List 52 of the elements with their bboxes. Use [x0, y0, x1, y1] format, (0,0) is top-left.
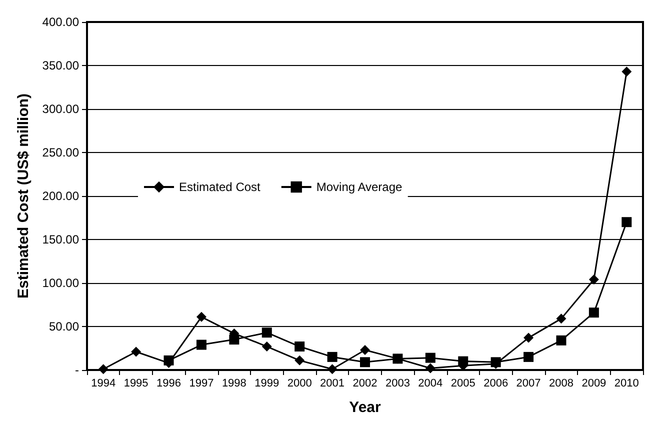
x-tick-label: 2001 — [320, 378, 345, 390]
legend-label: Moving Average — [316, 180, 403, 194]
y-axis-title: Estimated Cost (US$ million) — [15, 93, 32, 299]
y-tick-label: 400.00 — [42, 15, 80, 29]
point — [622, 217, 632, 228]
point — [262, 342, 272, 352]
x-tick-label: 1997 — [189, 378, 214, 390]
x-tick-label: 2009 — [582, 378, 606, 390]
y-tick-label: 350.00 — [42, 58, 80, 72]
x-tick-label: 2000 — [287, 378, 312, 390]
x-tick-label: 1998 — [222, 378, 246, 390]
x-axis-title: Year — [349, 399, 382, 416]
point — [294, 355, 305, 366]
point — [524, 332, 534, 343]
x-tick-label: 1994 — [91, 378, 116, 390]
point — [556, 314, 566, 324]
y-tick-label: 250.00 — [42, 146, 80, 160]
point — [196, 340, 206, 350]
y-tick-label: 50.00 — [48, 320, 80, 334]
point — [196, 312, 206, 322]
x-tick-label: 2006 — [484, 378, 508, 390]
point — [294, 342, 305, 352]
x-tick-label: 2008 — [548, 378, 574, 390]
point — [360, 344, 370, 355]
x-tick-label: 2003 — [385, 378, 410, 390]
x-tick-label: 1995 — [124, 378, 148, 390]
point — [425, 363, 436, 374]
y-tick-label: 200.00 — [42, 189, 80, 203]
point — [622, 66, 632, 77]
x-tick-label: 2002 — [352, 378, 378, 390]
point — [327, 364, 338, 374]
x-tick-label: 2007 — [516, 378, 541, 390]
point — [588, 308, 599, 318]
point — [360, 357, 370, 368]
x-tick-label: 1999 — [254, 378, 280, 390]
y-tick-label: 100.00 — [42, 276, 80, 290]
point — [425, 352, 436, 363]
point — [524, 352, 534, 362]
y-tick-label: - — [75, 363, 79, 377]
x-tick-label: 2010 — [614, 378, 639, 390]
point — [588, 274, 599, 285]
point — [98, 364, 108, 374]
point — [556, 335, 566, 346]
point — [327, 352, 338, 362]
point — [131, 346, 142, 357]
x-tick-label: 1996 — [156, 378, 182, 390]
x-tick-label: 2004 — [418, 378, 443, 390]
point — [262, 328, 272, 338]
x-tick-label: 2005 — [450, 378, 476, 390]
legend-label: Estimated Cost — [179, 180, 262, 194]
y-tick-label: 150.00 — [42, 232, 80, 246]
y-tick-label: 300.00 — [42, 102, 80, 116]
